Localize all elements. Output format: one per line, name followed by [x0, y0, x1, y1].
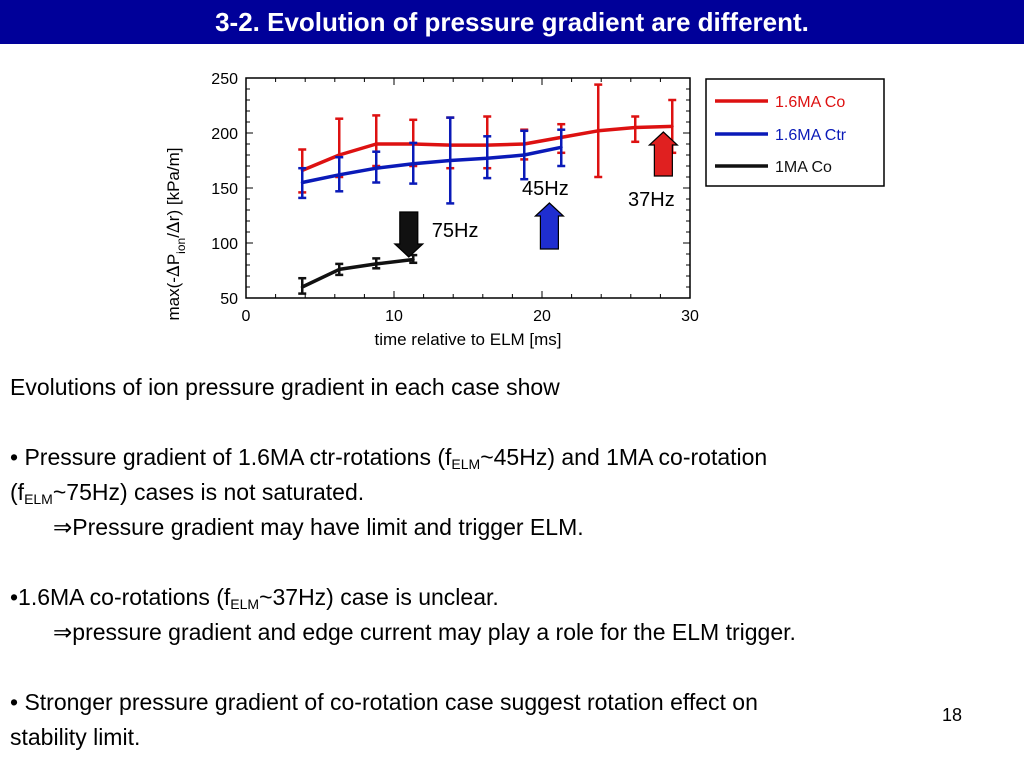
point-1-cont: (fELM~75Hz) cases is not saturated.: [10, 479, 365, 507]
data-point: [522, 153, 526, 157]
point-2-implication: ⇒pressure gradient and edge current may …: [53, 619, 796, 645]
plot-border: [245, 77, 691, 299]
slide-body: Evolutions of ion pressure gradient in e…: [10, 370, 1010, 755]
data-point: [337, 173, 341, 177]
data-point: [374, 142, 378, 146]
elm-frequency-label: 37Hz: [628, 189, 675, 211]
y-tick-label: 200: [211, 126, 238, 143]
data-point: [633, 126, 637, 129]
x-tick-label: 10: [385, 308, 403, 325]
data-point: [337, 153, 341, 157]
elm-frequency-label: 75Hz: [432, 220, 479, 242]
y-tick-label: 150: [211, 181, 238, 198]
implies-icon: ⇒: [53, 514, 73, 540]
annotation-layer: 75Hz 45Hz 37Hz: [393, 131, 679, 258]
series-line: [301, 257, 414, 289]
series-2: [298, 253, 418, 295]
point-1-implication: ⇒Pressure gradient may have limit and tr…: [53, 514, 584, 540]
y-axis-label: max(-∆Pion/∆r) [kPa/m]: [164, 148, 188, 321]
data-point: [485, 156, 489, 160]
data-point: [300, 285, 304, 289]
data-point: [374, 166, 378, 170]
series-line: [301, 145, 562, 185]
data-point: [448, 159, 452, 162]
elm-frequency-label: 45Hz: [522, 178, 569, 200]
intro-text: Evolutions of ion pressure gradient in e…: [10, 374, 560, 400]
x-tick-label: 0: [242, 308, 251, 325]
series-1: [298, 116, 566, 205]
data-point: [300, 181, 304, 184]
legend-label-co1: 1MA Co: [775, 159, 832, 176]
data-point: [411, 162, 415, 166]
point-1: • Pressure gradient of 1.6MA ctr-rotatio…: [10, 444, 768, 472]
x-tick-label: 30: [681, 308, 699, 325]
pressure-gradient-chart: 0 10 20 30 50 100 150 200 250 75Hz 45Hz 37Hz time …: [164, 71, 885, 349]
data-point: [559, 145, 563, 149]
point-3: • Stronger pressure gradient of co-rotat…: [10, 689, 758, 715]
data-point: [670, 124, 674, 128]
slide-title: 3-2. Evolution of pressure gradient are …: [0, 0, 1024, 44]
x-tick-label: 20: [533, 308, 551, 325]
legend-label-co16: 1.6MA Co: [775, 94, 845, 111]
data-point: [374, 262, 378, 266]
series-layer: [298, 83, 677, 295]
point-2: •1.6MA co-rotations (fELM~37Hz) case is …: [10, 584, 499, 612]
implies-icon: ⇒: [53, 619, 73, 645]
chart-legend: 1.6MA Co 1.6MA Ctr 1MA Co: [705, 78, 885, 187]
data-point: [337, 267, 341, 271]
elm-arrow-icon: [647, 131, 679, 177]
plot-frame: [245, 77, 691, 299]
data-point: [596, 129, 600, 133]
y-tick-label: 100: [211, 236, 238, 253]
legend-label-ctr16: 1.6MA Ctr: [775, 127, 847, 144]
x-axis-label: time relative to ELM [ms]: [374, 330, 561, 349]
page-number: 18: [941, 705, 962, 725]
data-point: [411, 258, 415, 261]
point-3-cont: stability limit.: [10, 724, 141, 750]
elm-arrow-icon: [533, 202, 565, 250]
y-tick-label: 250: [211, 71, 238, 88]
axis-ticks: [245, 77, 691, 299]
elm-arrow-icon: [393, 211, 425, 258]
y-tick-label: 50: [220, 291, 238, 308]
tick-labels: 0 10 20 30 50 100 150 200 250: [211, 71, 699, 325]
